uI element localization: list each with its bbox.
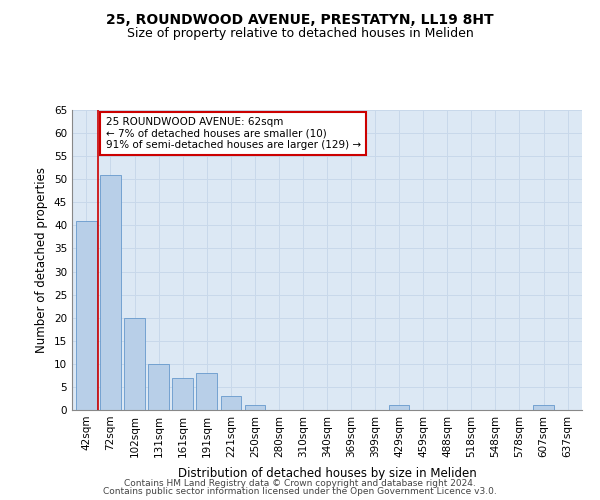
Text: Contains public sector information licensed under the Open Government Licence v3: Contains public sector information licen… <box>103 487 497 496</box>
Bar <box>76 221 97 410</box>
Bar <box>245 406 265 410</box>
Bar <box>221 396 241 410</box>
Text: 25, ROUNDWOOD AVENUE, PRESTATYN, LL19 8HT: 25, ROUNDWOOD AVENUE, PRESTATYN, LL19 8H… <box>106 12 494 26</box>
Bar <box>100 174 121 410</box>
Text: Distribution of detached houses by size in Meliden: Distribution of detached houses by size … <box>178 468 476 480</box>
Bar <box>172 378 193 410</box>
Bar <box>148 364 169 410</box>
Text: 25 ROUNDWOOD AVENUE: 62sqm
← 7% of detached houses are smaller (10)
91% of semi-: 25 ROUNDWOOD AVENUE: 62sqm ← 7% of detac… <box>106 117 361 150</box>
Bar <box>196 373 217 410</box>
Y-axis label: Number of detached properties: Number of detached properties <box>35 167 49 353</box>
Text: Contains HM Land Registry data © Crown copyright and database right 2024.: Contains HM Land Registry data © Crown c… <box>124 478 476 488</box>
Text: Size of property relative to detached houses in Meliden: Size of property relative to detached ho… <box>127 28 473 40</box>
Bar <box>533 406 554 410</box>
Bar <box>389 406 409 410</box>
Bar <box>124 318 145 410</box>
